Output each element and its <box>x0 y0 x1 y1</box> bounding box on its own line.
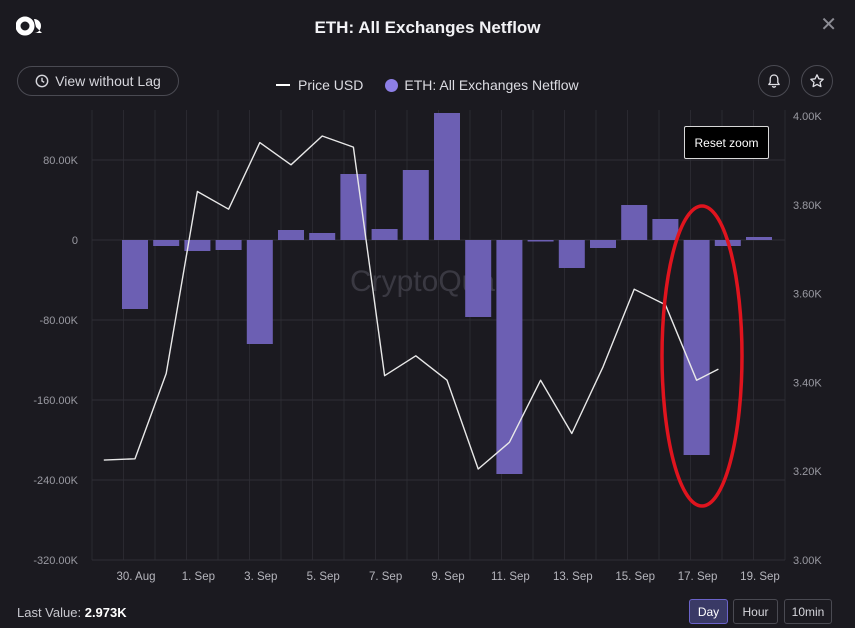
x-tick-label: 9. Sep <box>431 571 464 583</box>
close-button[interactable]: ✕ <box>820 14 837 36</box>
x-tick-label: 11. Sep <box>491 571 530 583</box>
netflow-bar <box>153 240 180 246</box>
x-tick-label: 3. Sep <box>244 571 277 583</box>
clock-icon <box>35 74 49 88</box>
y-left-tick-label: -80.00K <box>39 315 78 327</box>
y-right-tick-label: 3.60K <box>793 289 822 301</box>
y-right-tick-label: 3.40K <box>793 377 822 389</box>
y-right-tick-label: 3.20K <box>793 466 822 478</box>
netflow-bar <box>652 219 679 240</box>
view-without-lag-label: View without Lag <box>55 73 161 89</box>
netflow-bar <box>371 229 398 240</box>
netflow-bar <box>590 240 616 248</box>
netflow-bar <box>621 205 648 240</box>
x-tick-label: 5. Sep <box>307 571 340 583</box>
netflow-bar <box>558 240 585 268</box>
y-right-tick-label: 3.00K <box>793 555 822 567</box>
legend-label-netflow: ETH: All Exchanges Netflow <box>404 77 579 93</box>
netflow-swatch <box>385 78 399 92</box>
netflow-bar <box>309 233 336 240</box>
alert-button[interactable] <box>758 65 790 97</box>
logo-icon <box>16 16 42 36</box>
x-tick-label: 1. Sep <box>182 571 215 583</box>
last-value-number: 2.973K <box>84 605 127 620</box>
last-value-label: Last Value: <box>17 605 82 620</box>
y-right-tick-label: 4.00K <box>793 111 822 123</box>
highlight-ellipse <box>660 204 744 508</box>
period-day-button[interactable]: Day <box>689 599 728 624</box>
last-value: Last Value: 2.973K <box>17 605 127 620</box>
netflow-bar <box>340 174 367 240</box>
favorite-button[interactable] <box>801 65 833 97</box>
y-left-tick-label: -320.00K <box>33 555 78 567</box>
netflow-bar <box>527 240 554 242</box>
bell-icon <box>768 74 780 88</box>
page-title: ETH: All Exchanges Netflow <box>314 18 541 37</box>
price-line-swatch <box>276 84 290 86</box>
x-tick-label: 17. Sep <box>678 571 718 583</box>
netflow-bar <box>746 237 772 240</box>
netflow-bar <box>496 240 523 474</box>
netflow-bar <box>683 240 710 455</box>
x-tick-label: 15. Sep <box>615 571 655 583</box>
period-hour-button[interactable]: Hour <box>733 599 778 624</box>
x-tick-label: 30. Aug <box>116 571 155 583</box>
x-tick-label: 19. Sep <box>740 571 780 583</box>
chart-legend: Price USD ETH: All Exchanges Netflow <box>276 77 601 93</box>
netflow-bar <box>434 113 460 240</box>
price-line <box>103 135 719 470</box>
y-left-tick-label: -240.00K <box>33 475 78 487</box>
netflow-bar <box>246 240 273 344</box>
legend-item-price[interactable]: Price USD <box>276 77 363 93</box>
legend-item-netflow[interactable]: ETH: All Exchanges Netflow <box>385 77 579 93</box>
reset-zoom-button[interactable]: Reset zoom <box>684 126 769 159</box>
netflow-bar <box>122 240 148 309</box>
netflow-bar <box>465 240 492 317</box>
netflow-bar <box>184 240 211 251</box>
x-tick-label: 7. Sep <box>369 571 402 583</box>
legend-label-price: Price USD <box>298 77 364 93</box>
netflow-bar <box>215 240 242 250</box>
watermark: CryptoQuant <box>350 265 521 298</box>
period-10min-button[interactable]: 10min <box>784 599 832 624</box>
netflow-bar <box>402 170 429 240</box>
y-left-tick-label: -160.00K <box>33 395 78 407</box>
star-icon <box>810 74 824 88</box>
y-left-tick-label: 80.00K <box>43 155 79 167</box>
y-right-tick-label: 3.80K <box>793 200 822 212</box>
x-tick-label: 13. Sep <box>553 571 593 583</box>
view-without-lag-button[interactable]: View without Lag <box>17 66 179 96</box>
netflow-bar <box>278 230 304 240</box>
y-left-tick-label: 0 <box>72 235 78 247</box>
